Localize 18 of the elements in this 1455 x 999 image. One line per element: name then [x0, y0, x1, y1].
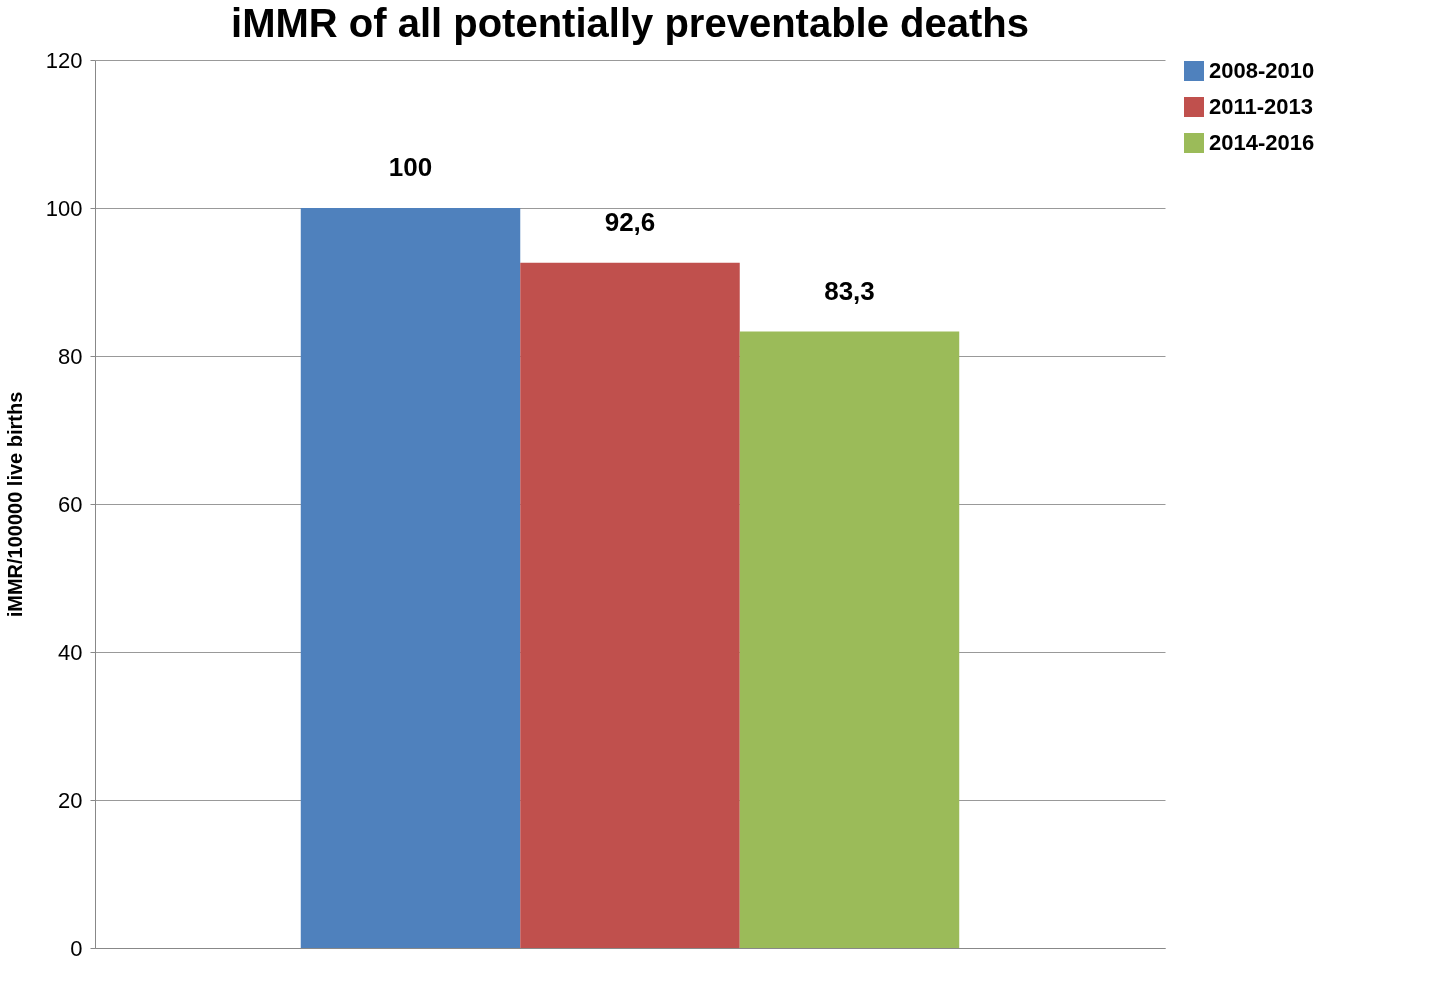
y-tick-label: 100 — [45, 195, 83, 221]
y-tick-label: 120 — [45, 47, 83, 73]
legend-label: 2011-2013 — [1209, 94, 1313, 119]
bar — [739, 331, 960, 948]
y-tick-label: 40 — [58, 639, 83, 665]
bar — [300, 208, 521, 948]
y-tick-label: 0 — [70, 935, 83, 961]
legend-label: 2008-2010 — [1209, 58, 1315, 83]
data-label: 83,3 — [824, 275, 875, 306]
legend-label: 2014-2016 — [1209, 130, 1315, 155]
bar — [520, 262, 740, 948]
y-tick-label: 80 — [58, 343, 83, 369]
data-label: 100 — [388, 152, 433, 182]
chart-title: iMMR of all potentially preventable deaths — [231, 1, 1029, 45]
y-axis-title: iMMR/100000 live births — [3, 391, 26, 618]
y-tick-label: 60 — [58, 491, 83, 517]
data-label: 92,6 — [604, 206, 656, 237]
y-tick-label: 20 — [58, 787, 83, 813]
